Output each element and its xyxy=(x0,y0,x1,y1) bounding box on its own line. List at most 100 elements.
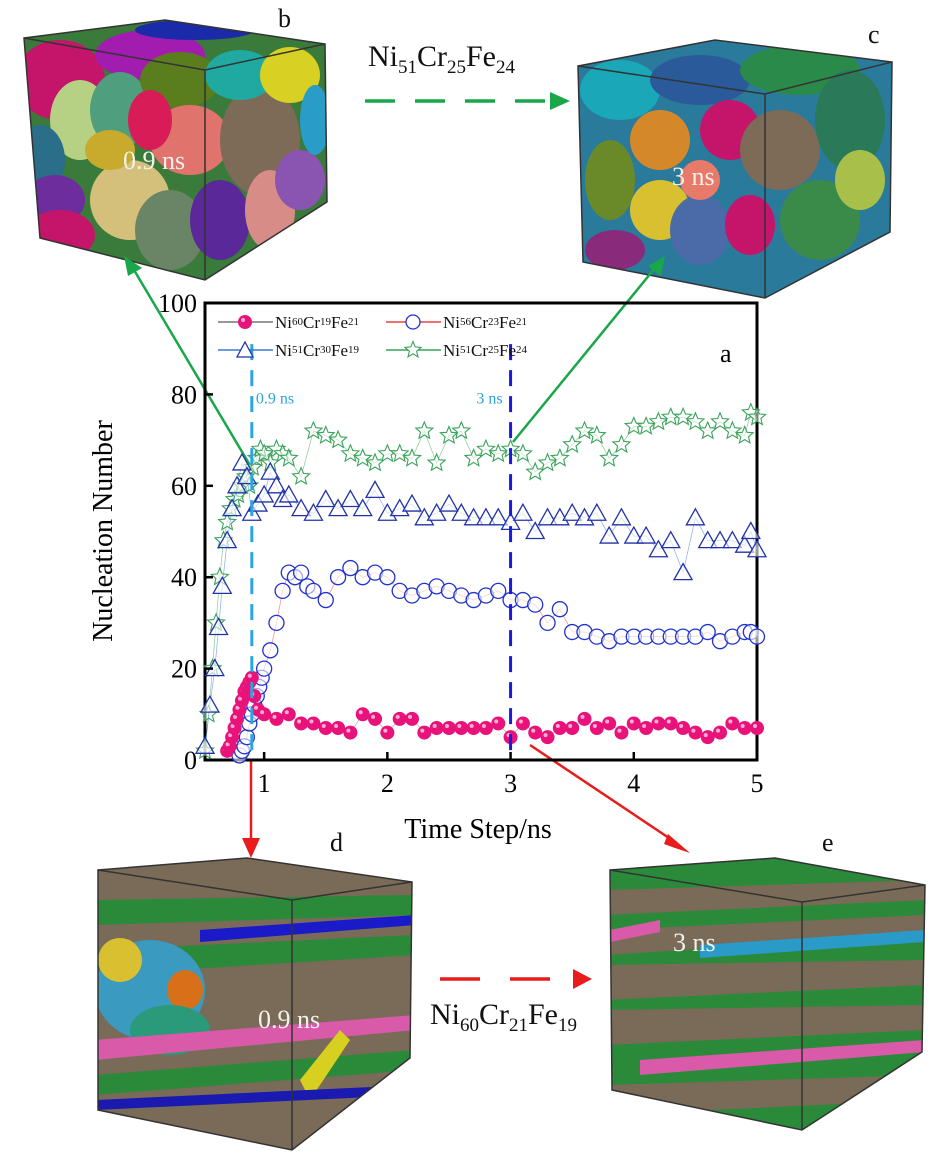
data-point xyxy=(552,721,567,736)
legend-text: Fe xyxy=(499,312,516,332)
data-point xyxy=(549,447,570,467)
data-point xyxy=(355,707,370,722)
data-point xyxy=(565,721,580,736)
data-point xyxy=(405,711,419,726)
legend-sub: 51 xyxy=(292,343,303,356)
formula-element: Ni xyxy=(368,40,398,73)
data-point-highlight xyxy=(457,724,462,729)
data-point xyxy=(441,721,456,736)
y-tick-label: 80 xyxy=(171,380,197,409)
data-point-highlight xyxy=(395,714,400,719)
top-arrow-formula: Ni51Cr25Fe24 xyxy=(368,40,515,79)
panel-letter-b: b xyxy=(278,4,291,33)
legend-sub: 21 xyxy=(516,315,527,328)
data-point xyxy=(685,507,706,526)
chart-annotations: 0.9 ns 3 ns xyxy=(250,344,513,760)
data-point xyxy=(266,475,287,494)
data-point xyxy=(331,721,346,736)
data-point xyxy=(278,447,299,467)
data-point xyxy=(255,660,273,677)
cube-d-edges xyxy=(97,857,413,1151)
annotation-label: 0.9 ns xyxy=(256,391,294,408)
data-point-highlight xyxy=(642,724,647,729)
data-point xyxy=(454,721,469,736)
x-axis-label: Time Step/ns xyxy=(404,814,552,845)
data-point xyxy=(268,614,285,632)
panel-letter-a: a xyxy=(720,339,732,368)
data-point xyxy=(476,438,496,458)
data-point xyxy=(380,725,395,740)
data-point xyxy=(722,530,743,549)
data-point-highlight xyxy=(605,719,610,724)
data-point xyxy=(217,511,238,531)
data-point xyxy=(328,429,348,449)
data-point-highlight xyxy=(654,719,659,724)
data-point xyxy=(247,689,262,704)
open-triangle-marker-icon xyxy=(218,340,273,358)
cube-e-edges xyxy=(609,857,926,1131)
data-point xyxy=(539,614,556,632)
data-point xyxy=(648,539,669,558)
data-point xyxy=(748,628,766,645)
legend-text: Fe xyxy=(499,340,516,360)
data-point xyxy=(365,452,385,472)
x-tick-label: 5 xyxy=(751,769,764,798)
formula-element: Fe xyxy=(528,998,558,1031)
annotation-label: 3 ns xyxy=(476,391,502,408)
data-point xyxy=(602,716,617,731)
data-point xyxy=(260,461,281,480)
data-point xyxy=(451,420,472,440)
formula-element: Cr xyxy=(417,40,447,73)
data-point xyxy=(663,716,678,731)
data-point xyxy=(194,735,216,754)
data-point xyxy=(709,530,731,549)
legend-item-ni51cr30fe19: Ni 51 Cr 30 Fe 19 xyxy=(218,340,359,360)
data-point xyxy=(725,716,740,731)
data-point xyxy=(614,725,629,740)
data-point-highlight xyxy=(383,728,388,733)
formula-element: Fe xyxy=(466,40,496,73)
data-point xyxy=(364,480,386,499)
data-point xyxy=(512,502,534,521)
filled-circle-marker-icon xyxy=(218,315,273,329)
bottom-arrow-formula: Ni60Cr21Fe19 xyxy=(430,998,577,1037)
data-point xyxy=(525,461,546,481)
data-point xyxy=(746,539,768,558)
formula-subscript: 51 xyxy=(398,57,417,78)
open-circle-marker-icon xyxy=(386,314,441,330)
data-point xyxy=(327,498,349,517)
data-point xyxy=(226,475,248,494)
data-point xyxy=(274,582,291,600)
data-point xyxy=(303,502,324,521)
legend-text: Cr xyxy=(471,340,488,360)
data-point xyxy=(352,447,373,467)
data-point xyxy=(648,411,669,431)
data-point xyxy=(417,725,432,740)
data-point-highlight xyxy=(297,719,302,724)
data-point-highlight xyxy=(346,728,351,733)
data-point xyxy=(426,502,447,521)
formula-subscript: 19 xyxy=(558,1015,577,1036)
data-point xyxy=(562,502,583,521)
y-tick-label: 20 xyxy=(171,655,197,684)
data-point-highlight xyxy=(543,733,548,738)
open-star-marker-icon xyxy=(386,340,441,359)
data-point-highlight xyxy=(666,719,671,724)
legend-sub: 51 xyxy=(460,343,471,356)
data-point xyxy=(463,507,484,526)
data-point xyxy=(676,721,691,736)
legend-item-ni60cr19fe21: Ni 60 Cr 19 Fe 21 xyxy=(218,312,359,332)
data-point xyxy=(414,420,435,440)
data-point xyxy=(463,447,484,467)
series-Ni51Cr30Fe19 xyxy=(194,452,768,754)
x-tick-label: 3 xyxy=(504,769,517,798)
data-point-highlight xyxy=(679,724,684,729)
data-point-highlight xyxy=(740,724,745,729)
data-point xyxy=(673,406,693,426)
series-Ni51Cr25Fe24 xyxy=(195,402,767,760)
y-tick-label: 0 xyxy=(184,746,197,775)
data-point xyxy=(750,721,764,736)
data-point xyxy=(294,716,309,731)
legend-sub: 30 xyxy=(320,343,331,356)
